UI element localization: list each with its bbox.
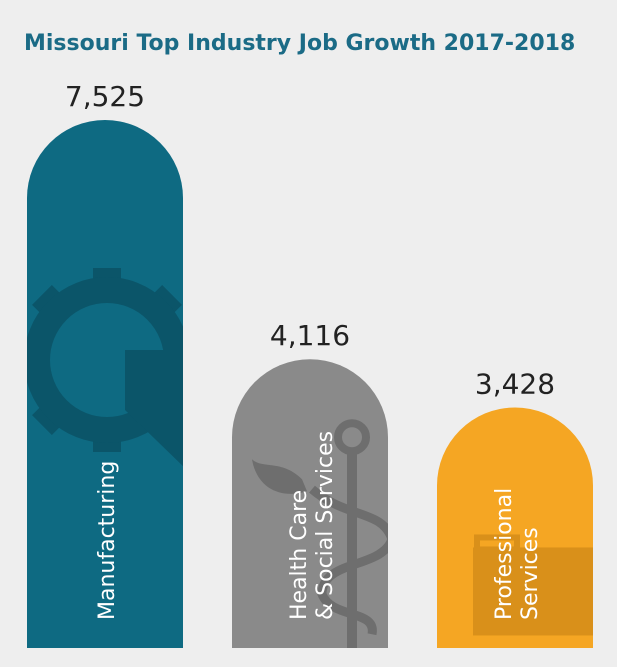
category-label-line: Health Care (287, 490, 312, 620)
bars-group: 7,525 Manufacturing 4,116 Health Care& Soci… (27, 80, 593, 648)
category-label-line: Professional (492, 488, 517, 620)
chart-title: Missouri Top Industry Job Growth 2017-20… (24, 31, 575, 56)
briefcase-icon (473, 534, 593, 636)
value-label-0: 7,525 (65, 80, 145, 113)
category-label-1: Health Care& Social Services (287, 431, 338, 620)
gear-icon (27, 268, 183, 470)
value-label-2: 3,428 (475, 367, 555, 400)
category-label-line: Services (518, 527, 543, 620)
category-label-2: ProfessionalServices (492, 488, 543, 620)
value-label-1: 4,116 (270, 319, 350, 352)
category-label-line: & Social Services (313, 431, 338, 620)
category-label-line: Manufacturing (95, 461, 120, 620)
caduceus-icon (252, 419, 388, 648)
bar-0 (27, 120, 183, 648)
category-label-0: Manufacturing (95, 461, 120, 620)
